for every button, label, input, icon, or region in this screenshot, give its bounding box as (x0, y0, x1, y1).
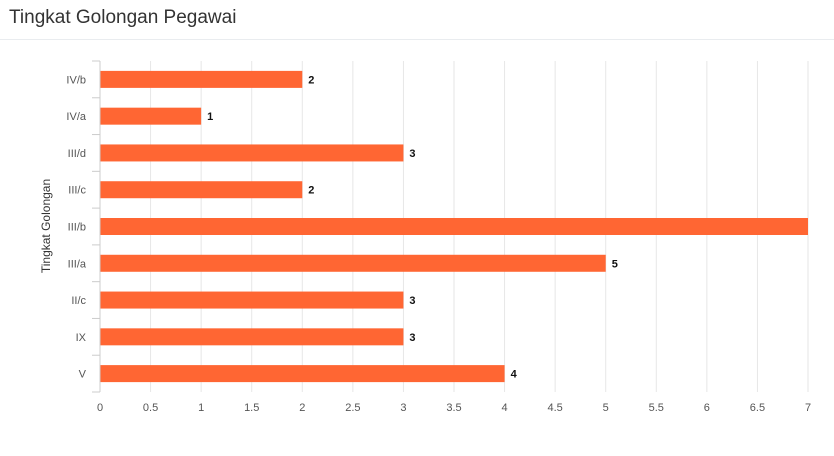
x-tick-label: 3.5 (446, 402, 461, 414)
y-tick-label: IV/b (66, 74, 86, 86)
x-tick-label: 5.5 (649, 402, 664, 414)
data-label: 3 (409, 295, 415, 307)
y-tick-label: III/c (68, 185, 86, 197)
x-tick-label: 5 (603, 402, 609, 414)
bar (100, 365, 505, 383)
axes: 0 0.5 1 1.5 2 2.5 3 3.5 4 4.5 5 5.5 6 6.5 7 IV/b IV/a III… (66, 60, 811, 414)
y-tick-label: II/c (71, 295, 86, 307)
bar (100, 328, 404, 346)
panel-title: Tingkat Golongan Pegawai (9, 7, 237, 28)
x-tick-label: 4 (502, 402, 508, 414)
x-tick-label: 0.5 (143, 402, 158, 414)
data-label: 4 (511, 369, 518, 381)
x-tick-label: 6 (704, 402, 710, 414)
y-axis-title: Tingkat Golongan (39, 179, 53, 273)
x-tick-label: 7 (805, 402, 811, 414)
bar (100, 70, 303, 88)
x-tick-label: 2.5 (345, 402, 360, 414)
data-label: 3 (409, 332, 415, 344)
y-tick-label: V (79, 369, 87, 381)
x-tick-label: 4.5 (547, 402, 562, 414)
x-tick-label: 6.5 (750, 402, 765, 414)
data-label: 3 (409, 148, 415, 160)
data-label: 2 (308, 185, 314, 197)
x-tick-label: 1.5 (244, 402, 259, 414)
data-label: 5 (612, 258, 618, 270)
bar (100, 181, 303, 199)
y-tick-label: IV/a (66, 111, 86, 123)
panel-header: Tingkat Golongan Pegawai (0, 0, 834, 40)
y-tick-label: III/d (68, 148, 86, 160)
x-tick-label: 2 (299, 402, 305, 414)
y-tick-label: III/a (68, 258, 87, 270)
data-label: 1 (207, 111, 213, 123)
bar (100, 218, 808, 235)
bar (100, 291, 404, 309)
y-tick-label: III/b (68, 222, 86, 234)
y-tick-label: IX (76, 332, 87, 344)
bar (100, 144, 404, 162)
data-label: 2 (308, 74, 314, 86)
bars: 2 1 3 2 5 3 3 4 (100, 70, 808, 383)
bar (100, 254, 606, 272)
x-tick-label: 1 (198, 402, 204, 414)
bar (100, 107, 202, 125)
x-tick-label: 3 (400, 402, 406, 414)
x-tick-label: 0 (97, 402, 103, 414)
